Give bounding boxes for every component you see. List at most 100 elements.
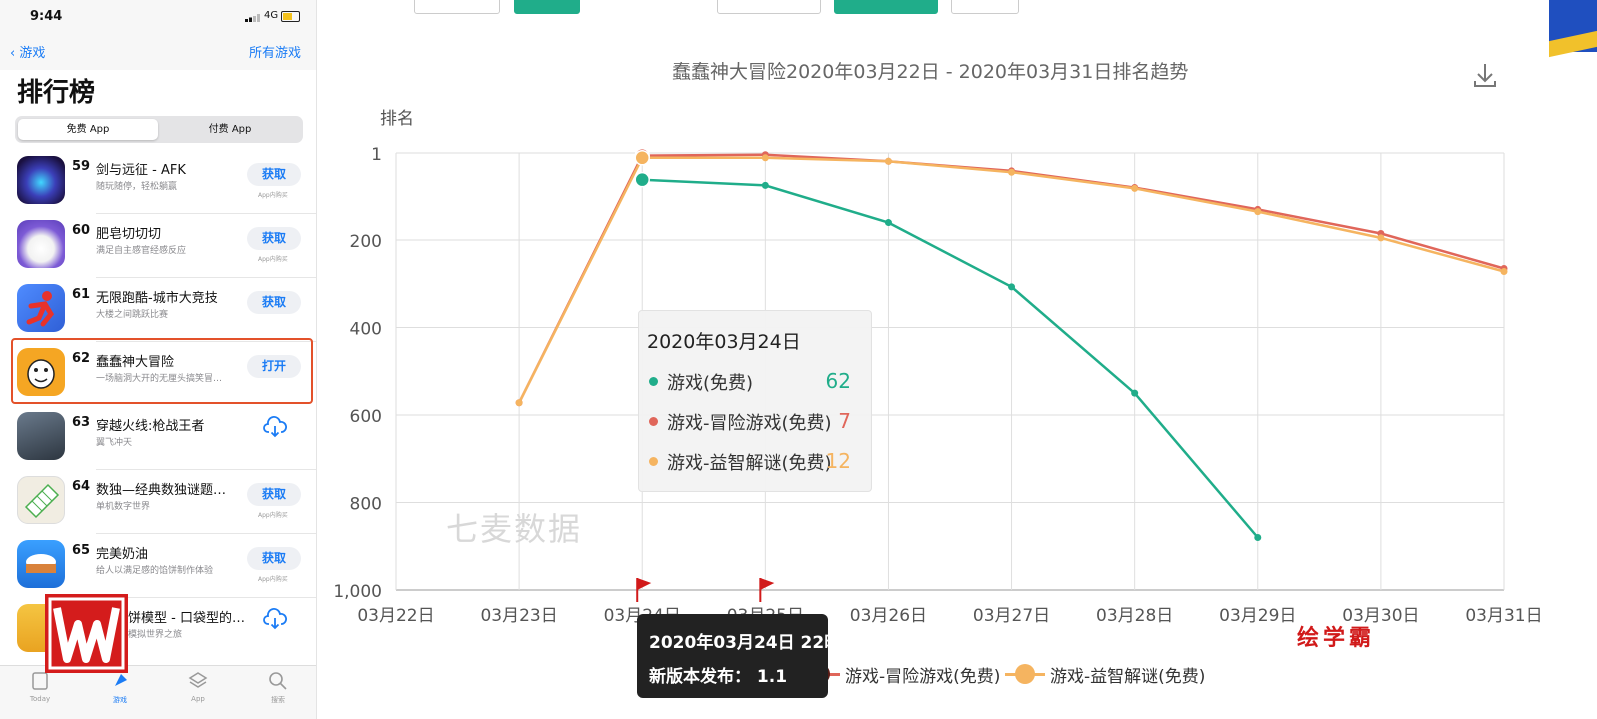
list-item[interactable]: 60 肥皂切切切 满足自主感官经感反应 获取 App内购买 [0, 214, 316, 278]
cake-icon [26, 554, 56, 573]
app-icon-soap [17, 220, 65, 268]
series-line [642, 178, 1259, 539]
app-subtitle: 满足自主感官经感反应 [96, 246, 187, 256]
app-icon-cream [17, 540, 65, 588]
sudoku-grid-icon [24, 483, 60, 519]
x-tick-label: 03月31日 [1465, 606, 1542, 626]
data-point [884, 219, 892, 227]
divider [96, 533, 316, 534]
y-tick-label: 600 [350, 407, 382, 427]
app-subtitle: 随玩随停，轻松躺赢 [96, 182, 178, 192]
rocket-icon [115, 674, 127, 686]
list-item[interactable]: 63 穿越火线:枪战王者 翼飞冲天 [0, 406, 316, 470]
signal-icon [245, 14, 260, 22]
release-date: 2020年03月24日 22时 [649, 633, 842, 653]
app-name: 剑与远征 - AFK [96, 163, 186, 178]
tab-app[interactable]: App [168, 670, 228, 703]
y-tick-label: 400 [350, 320, 382, 340]
cloud-download-icon[interactable] [263, 416, 287, 438]
top-filter-button-2[interactable] [514, 0, 580, 14]
divider [96, 277, 316, 278]
data-point [1008, 168, 1016, 176]
release-note-tooltip: 2020年03月24日 22时 新版本发布： 1.1 [637, 614, 841, 698]
tooltip-date: 2020年03月24日 [647, 331, 801, 353]
corner-decoration [1549, 0, 1597, 58]
tooltip-series-name: 游戏-益智解谜(免费) [667, 453, 832, 474]
top-filter-button-5[interactable] [951, 0, 1019, 14]
list-item[interactable]: 64 数独—经典数独谜题… 单机数字世界 获取 App内购买 [0, 470, 316, 534]
status-time: 9:44 [30, 9, 63, 24]
y-tick-label: 1,000 [333, 582, 382, 602]
release-flag-icon [760, 578, 775, 590]
top-filter-button-3[interactable] [717, 0, 821, 14]
data-point [1131, 184, 1139, 192]
back-button[interactable]: ‹ 游戏 [10, 46, 46, 61]
app-icon-runner [17, 284, 65, 332]
get-button[interactable]: 获取 [247, 547, 301, 570]
list-item-highlighted[interactable]: 62 蠢蠢神大冒险 一场脑洞大开的无厘头搞笑冒… 打开 [0, 342, 316, 406]
download-icon[interactable] [1471, 60, 1499, 90]
data-point [634, 171, 650, 188]
tab-games[interactable]: 游戏 [90, 670, 150, 705]
runner-icon [26, 291, 55, 327]
app-rank: 65 [72, 543, 91, 558]
list-item[interactable]: 61 无限跑酷-城市大竞技 大楼之间跳跃比赛 获取 [0, 278, 316, 342]
data-point [1131, 389, 1139, 397]
y-tick-label: 200 [350, 232, 382, 252]
top-filter-button-1[interactable] [414, 0, 500, 14]
legend-label: 游戏-益智解谜(免费) [1050, 667, 1206, 687]
app-icon-chunchun [17, 348, 65, 396]
divider [96, 341, 316, 342]
list-item[interactable]: 65 完美奶油 给人以满足感的馅饼制作体验 获取 App内购买 [0, 534, 316, 598]
today-icon [32, 672, 48, 690]
series-dot-icon [649, 457, 658, 466]
highlight-box [11, 338, 313, 404]
network-type: 4G [264, 10, 279, 21]
tab-today[interactable]: Today [10, 670, 70, 703]
data-point [1254, 534, 1262, 542]
in-app-purchase-note: App内购买 [258, 256, 288, 263]
search-icon [269, 672, 287, 690]
tooltip-value: 7 [838, 409, 851, 433]
app-subtitle: 翼飞冲天 [96, 438, 133, 448]
x-tick-label: 03月27日 [973, 606, 1050, 626]
tooltip-value: 12 [825, 449, 851, 473]
data-point [515, 399, 523, 407]
open-button[interactable]: 打开 [247, 355, 301, 378]
app-icon-sudoku [17, 476, 65, 524]
legend-dot-icon [1015, 664, 1035, 684]
chart-title: 蠢蠢神大冒险2020年03月22日 - 2020年03月31日排名趋势 [672, 61, 1189, 83]
app-rank: 60 [72, 223, 91, 238]
in-app-purchase-note: App内购买 [258, 576, 288, 583]
release-version: 新版本发布： 1.1 [649, 667, 788, 687]
brand-text: 绘学霸 [1297, 626, 1376, 651]
top-filter-button-4[interactable] [834, 0, 938, 14]
get-button[interactable]: 获取 [247, 227, 301, 250]
x-tick-label: 03月22日 [357, 606, 434, 626]
tab-paid-app[interactable]: 付费 App [208, 124, 252, 135]
y-tick-label: 800 [350, 495, 382, 515]
x-tick-label: 03月30日 [1342, 606, 1419, 626]
tab-search[interactable]: 搜索 [248, 670, 308, 705]
nav-bar: ‹ 游戏 所有游戏 [0, 32, 316, 70]
data-point [634, 150, 650, 166]
cloud-download-icon[interactable] [263, 608, 287, 630]
get-button[interactable]: 获取 [247, 163, 301, 186]
tooltip-value: 62 [825, 369, 851, 393]
all-games-link[interactable]: 所有游戏 [248, 46, 301, 61]
get-button[interactable]: 获取 [247, 291, 301, 314]
x-tick-label: 03月28日 [1096, 606, 1173, 626]
app-name: 完美奶油 [96, 547, 149, 562]
tooltip-series-name: 游戏-冒险游戏(免费) [667, 413, 832, 434]
back-label: 游戏 [19, 46, 46, 61]
list-item[interactable]: 59 剑与远征 - AFK 随玩随停，轻松躺赢 获取 App内购买 [0, 150, 316, 214]
data-point [1500, 268, 1508, 276]
app-subtitle: 大楼之间跳跃比赛 [96, 310, 169, 320]
app-name: 蠢蠢神大冒险 [96, 355, 175, 370]
in-app-purchase-note: App内购买 [258, 192, 288, 199]
get-button[interactable]: 获取 [247, 483, 301, 506]
data-point [884, 157, 892, 165]
tab-free-app[interactable]: 免费 App [18, 119, 158, 140]
y-axis-title: 排名 [380, 109, 414, 129]
data-point [1377, 234, 1385, 242]
